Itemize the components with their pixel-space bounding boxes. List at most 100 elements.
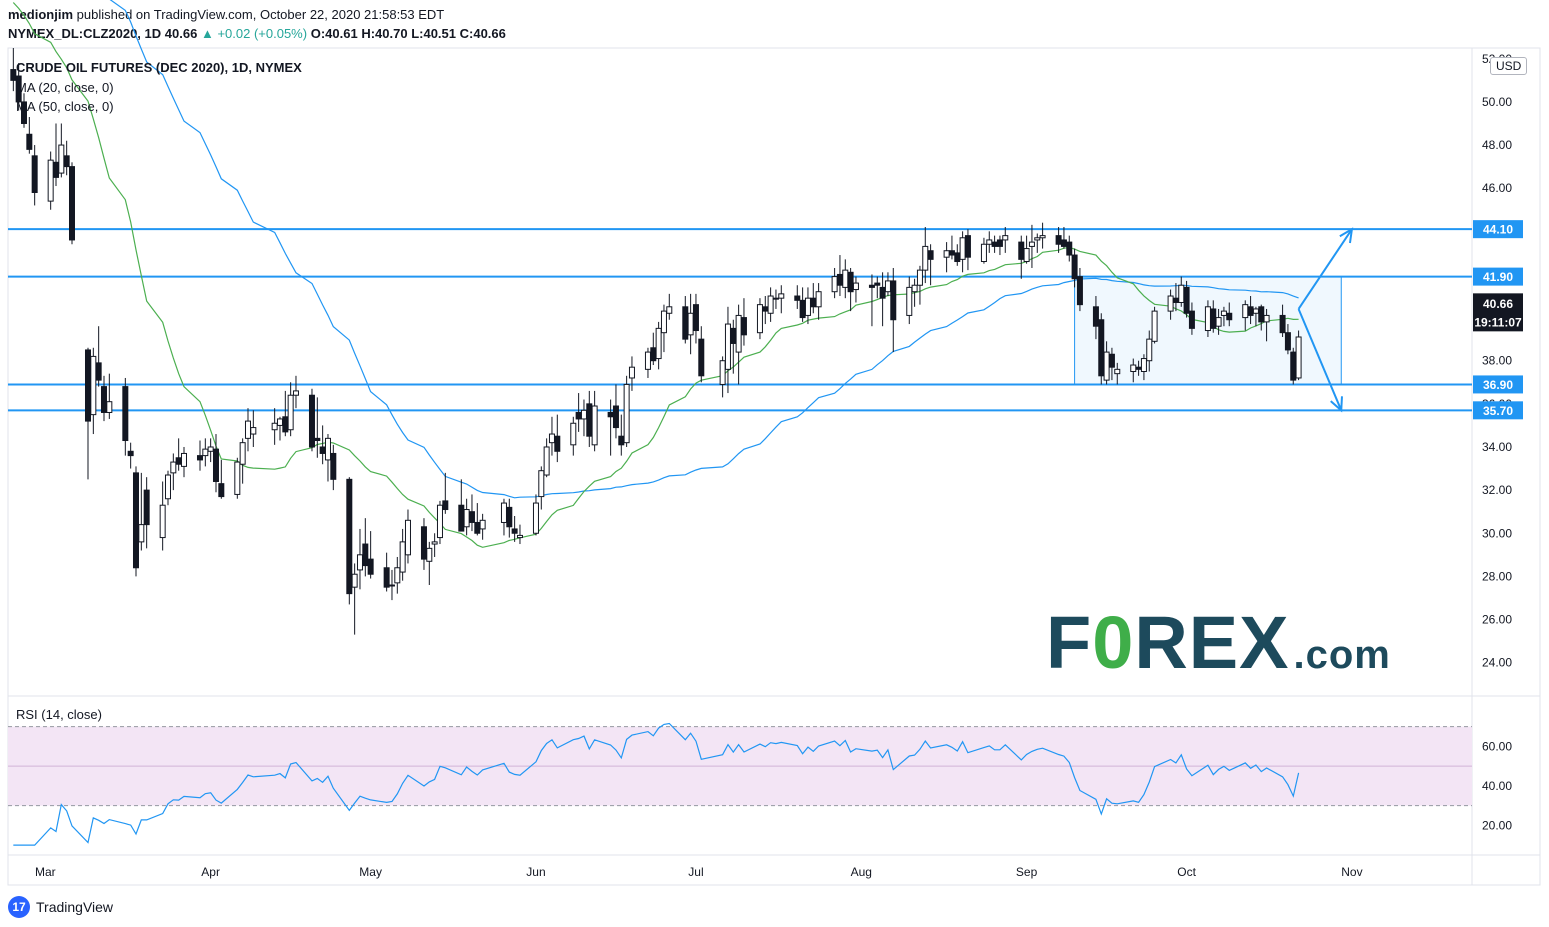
candle-body-down (575, 411, 582, 420)
watermark-com: .com (1293, 633, 1391, 677)
level-price-label: 35.70 (1483, 404, 1513, 418)
candle (164, 470, 171, 506)
candle-body-up (1002, 235, 1009, 241)
candle-body-down (1060, 239, 1067, 247)
candle-body-up (404, 519, 411, 556)
candle-body-down (20, 101, 27, 124)
candle (319, 425, 326, 465)
candle-body-up (324, 437, 331, 461)
candle-body-down (1188, 310, 1195, 329)
candle-body-up (138, 524, 145, 543)
candle-body-down (143, 489, 150, 526)
candle (554, 414, 561, 463)
candle-body-up (543, 446, 550, 476)
candle-body-down (127, 450, 134, 457)
candle-body-up (1167, 295, 1174, 312)
candle-body-up (90, 355, 97, 416)
candle (127, 442, 134, 469)
candle (1092, 296, 1099, 340)
ma50-legend[interactable]: MA (50, close, 0) (16, 99, 114, 114)
candle-body-up (655, 327, 662, 360)
level-price-label: 44.10 (1483, 223, 1513, 237)
candle (1018, 235, 1025, 279)
candle (804, 287, 811, 325)
rsi-legend[interactable]: RSI (14, close) (16, 707, 102, 722)
ma20-legend[interactable]: MA (20, close, 0) (16, 79, 114, 95)
candle (778, 285, 785, 314)
candle (655, 321, 662, 370)
y-tick-label: 48.00 (1482, 138, 1512, 152)
candle-body-down (68, 166, 75, 241)
candle (1284, 324, 1291, 355)
price-scale-labels: 44.10 41.90 36.90 35.70 40.66 19:11:07 (1473, 220, 1523, 420)
candle-body-down (730, 327, 737, 344)
rsi-tick-label: 40.00 (1482, 779, 1512, 793)
candle-body-down (319, 446, 326, 454)
candle-body-down (26, 133, 33, 150)
publish-info: medionjim published on TradingView.com, … (8, 5, 506, 24)
candle (250, 410, 257, 447)
candle (1140, 354, 1147, 381)
candle (586, 390, 593, 447)
candle-body-up (591, 405, 598, 446)
current-price-label: 40.66 (1483, 297, 1513, 311)
candle-body-up (852, 282, 859, 291)
candle-body-up (906, 286, 913, 316)
candle-body-up (399, 541, 406, 573)
candle (906, 276, 913, 325)
up-arrow-icon: ▲ (200, 26, 214, 41)
level-price-tag (1473, 375, 1523, 394)
candle (1066, 235, 1073, 262)
candle (1263, 308, 1270, 342)
candle (767, 287, 774, 322)
candle (356, 528, 363, 590)
candle-body-up (628, 366, 635, 379)
close-value: C:40.66 (459, 26, 506, 41)
candle-body-down (314, 437, 321, 442)
tradingview-brand[interactable]: TradingView (36, 899, 114, 915)
candle-body-down (799, 299, 806, 319)
candle-body-down (1258, 306, 1265, 323)
candle-body-up (548, 433, 555, 444)
candle (282, 390, 289, 437)
symbol-name: NYMEX_DL:CLZ2020, 1D (8, 26, 162, 41)
low-value: L:40.51 (411, 26, 456, 41)
candle-body-down (1183, 286, 1190, 314)
currency-button[interactable]: USD (1490, 57, 1528, 75)
candle-body-up (431, 541, 438, 545)
candle (1034, 233, 1041, 253)
candle-body-up (500, 502, 507, 523)
candle-body-down (1135, 366, 1142, 370)
y-tick-label: 46.00 (1482, 181, 1512, 195)
candle (911, 278, 918, 307)
rsi-polyline (13, 722, 1300, 846)
current-price-tag (1473, 293, 1523, 332)
candle-body-up (772, 297, 779, 300)
candle (1002, 227, 1009, 253)
candle (367, 531, 374, 579)
candle-body-down (100, 386, 107, 413)
candle (1167, 289, 1174, 320)
candle-body-up (842, 269, 849, 288)
candle (1295, 330, 1302, 381)
candle-body-up (394, 567, 401, 584)
candle (271, 408, 278, 445)
candle (532, 494, 539, 536)
candle-body-down (698, 338, 705, 377)
candle-body-up (106, 401, 113, 413)
candle-body-up (1039, 235, 1046, 239)
candle-body-down (927, 250, 934, 260)
tradingview-logo-icon[interactable]: 17 (8, 896, 30, 918)
price-change: +0.02 (+0.05%) (217, 26, 308, 41)
candle (980, 237, 987, 264)
candle-body-up (479, 519, 486, 530)
projection-arrow-line (1297, 308, 1343, 411)
x-tick-label: May (359, 865, 382, 879)
candle-body-up (159, 504, 166, 539)
candlestick-series (10, 48, 1302, 635)
candle (1215, 308, 1222, 335)
candle (1071, 248, 1078, 288)
candle-body-up (463, 509, 470, 528)
candle (308, 388, 315, 452)
